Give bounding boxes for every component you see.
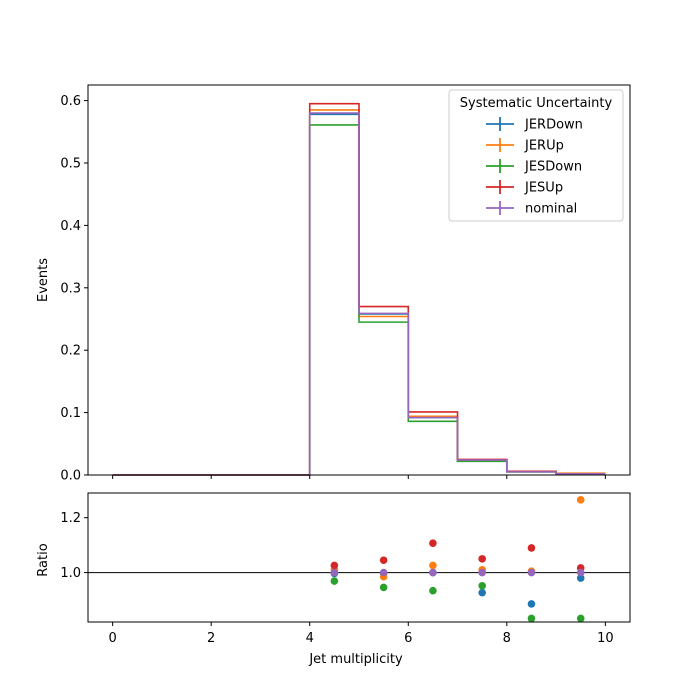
ratio-point-JERDown xyxy=(527,600,536,608)
ratio-point-JESDown xyxy=(330,577,339,585)
histogram-y-tick-label: 0.4 xyxy=(60,219,81,234)
ratio-point-JERDown xyxy=(576,574,585,582)
histogram-y-tick-label: 0.6 xyxy=(60,94,81,109)
histogram-y-tick-label: 0.2 xyxy=(60,344,81,359)
ratio-point-JESDown xyxy=(478,581,486,590)
ratio-y-tick-label: 1.0 xyxy=(60,566,81,581)
x-tick-label: 8 xyxy=(503,631,511,646)
ratio-point-JESUp xyxy=(379,556,388,565)
ratio-point-JERUp xyxy=(576,496,585,504)
legend-title: Systematic Uncertainty xyxy=(460,96,613,111)
ratio-y-tick-label: 1.2 xyxy=(60,511,81,526)
histogram-panel: 0.0 0.1 0.2 0.3 0.4 0.5 0.6 Events Systematic … xyxy=(36,84,631,484)
histogram-x-ticks xyxy=(112,475,606,479)
legend-label-JESDown: JESDown xyxy=(524,160,582,175)
x-tick-label: 10 xyxy=(597,631,614,646)
x-tick-label: 6 xyxy=(404,631,412,646)
ratio-panel: 1.0 1.2 0 2 4 6 8 10 Ratio Jet multiplicity xyxy=(36,492,631,667)
x-axis-label: Jet multiplicity xyxy=(308,652,403,667)
legend-label-JESUp: JESUp xyxy=(524,181,563,196)
ratio-point-JESDown xyxy=(527,614,536,623)
legend: Systematic Uncertainty JERDown JERUp JESDo… xyxy=(448,89,624,222)
ratio-point-nominal xyxy=(379,568,388,577)
ratio-point-nominal xyxy=(478,568,486,577)
histogram-y-tick-label: 0.0 xyxy=(60,469,81,484)
histogram-y-ticks: 0.0 0.1 0.2 0.3 0.4 0.5 0.6 xyxy=(60,94,88,484)
histogram-y-tick-label: 0.1 xyxy=(60,406,81,421)
ratio-point-JERUp xyxy=(429,561,437,570)
ratio-point-nominal xyxy=(429,568,437,577)
ratio-y-ticks: 1.0 1.2 xyxy=(60,511,88,581)
ratio-point-nominal xyxy=(330,568,339,577)
x-tick-label: 4 xyxy=(306,631,314,646)
ratio-points-group xyxy=(330,496,585,623)
ratio-point-JERDown xyxy=(478,588,486,597)
ratio-point-nominal xyxy=(527,568,536,577)
histogram-y-tick-label: 0.5 xyxy=(60,157,81,172)
x-tick-label: 2 xyxy=(207,631,215,646)
legend-items: JERDown JERUp JESDown JESUp nominal xyxy=(486,117,583,217)
ratio-axes-frame xyxy=(87,492,631,623)
ratio-point-JESUp xyxy=(527,544,536,552)
x-tick-label: 0 xyxy=(108,631,116,646)
legend-box xyxy=(448,89,624,222)
histogram-y-axis-label: Events xyxy=(36,258,51,302)
ratio-point-JESUp xyxy=(429,539,437,548)
legend-label-JERUp: JERUp xyxy=(524,139,564,154)
histogram-y-tick-label: 0.3 xyxy=(60,281,81,296)
ratio-point-JESUp xyxy=(478,555,486,563)
histogram-axes-frame xyxy=(87,84,631,476)
ratio-point-JESDown xyxy=(379,583,388,592)
ratio-x-ticks: 0 2 4 6 8 10 xyxy=(108,622,614,646)
legend-label-nominal: nominal xyxy=(525,202,577,217)
ratio-point-JESDown xyxy=(429,586,437,595)
ratio-point-JESUp xyxy=(330,561,339,570)
legend-label-JERDown: JERDown xyxy=(524,118,583,133)
ratio-y-axis-label: Ratio xyxy=(36,543,51,576)
ratio-point-nominal xyxy=(576,568,585,577)
ratio-point-JESDown xyxy=(576,614,585,623)
